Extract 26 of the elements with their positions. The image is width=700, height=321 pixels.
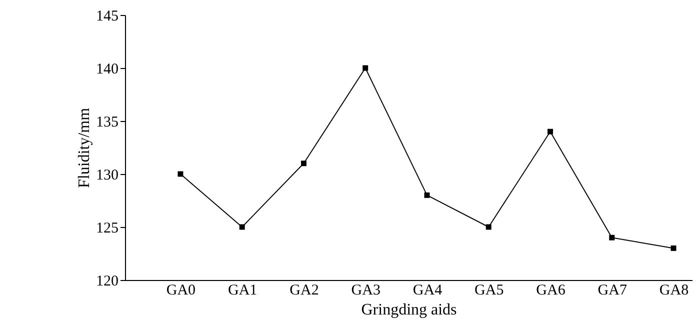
x-tick-label: GA6 (536, 282, 566, 298)
x-axis-title: Gringding aids (361, 302, 457, 318)
point (486, 224, 492, 230)
point (609, 234, 615, 240)
point (178, 171, 184, 177)
x-tick-label: GA8 (659, 282, 689, 298)
x-tick-label: GA2 (290, 282, 319, 298)
x-tick-label: GA7 (598, 282, 628, 298)
point (300, 160, 306, 166)
y-tick-label: 130 (96, 168, 118, 184)
y-tick-label: 125 (96, 220, 118, 236)
y-axis-title: Fluidity/mm (76, 107, 93, 188)
point (548, 128, 553, 134)
y-tick-label: 135 (96, 114, 118, 130)
y-tick-label: 120 (96, 274, 118, 290)
point (424, 192, 430, 198)
y-tick-label: 145 (96, 8, 118, 24)
y-tick-label: 140 (96, 62, 118, 78)
point (239, 224, 245, 230)
x-tick-label: GA4 (412, 282, 443, 298)
x-tick-label: GA1 (228, 282, 258, 298)
point (362, 65, 368, 71)
x-tick-label: GA0 (166, 282, 196, 298)
x-tick-label: GA3 (351, 282, 380, 298)
point (670, 245, 676, 251)
x-tick-label: GA5 (474, 282, 504, 298)
